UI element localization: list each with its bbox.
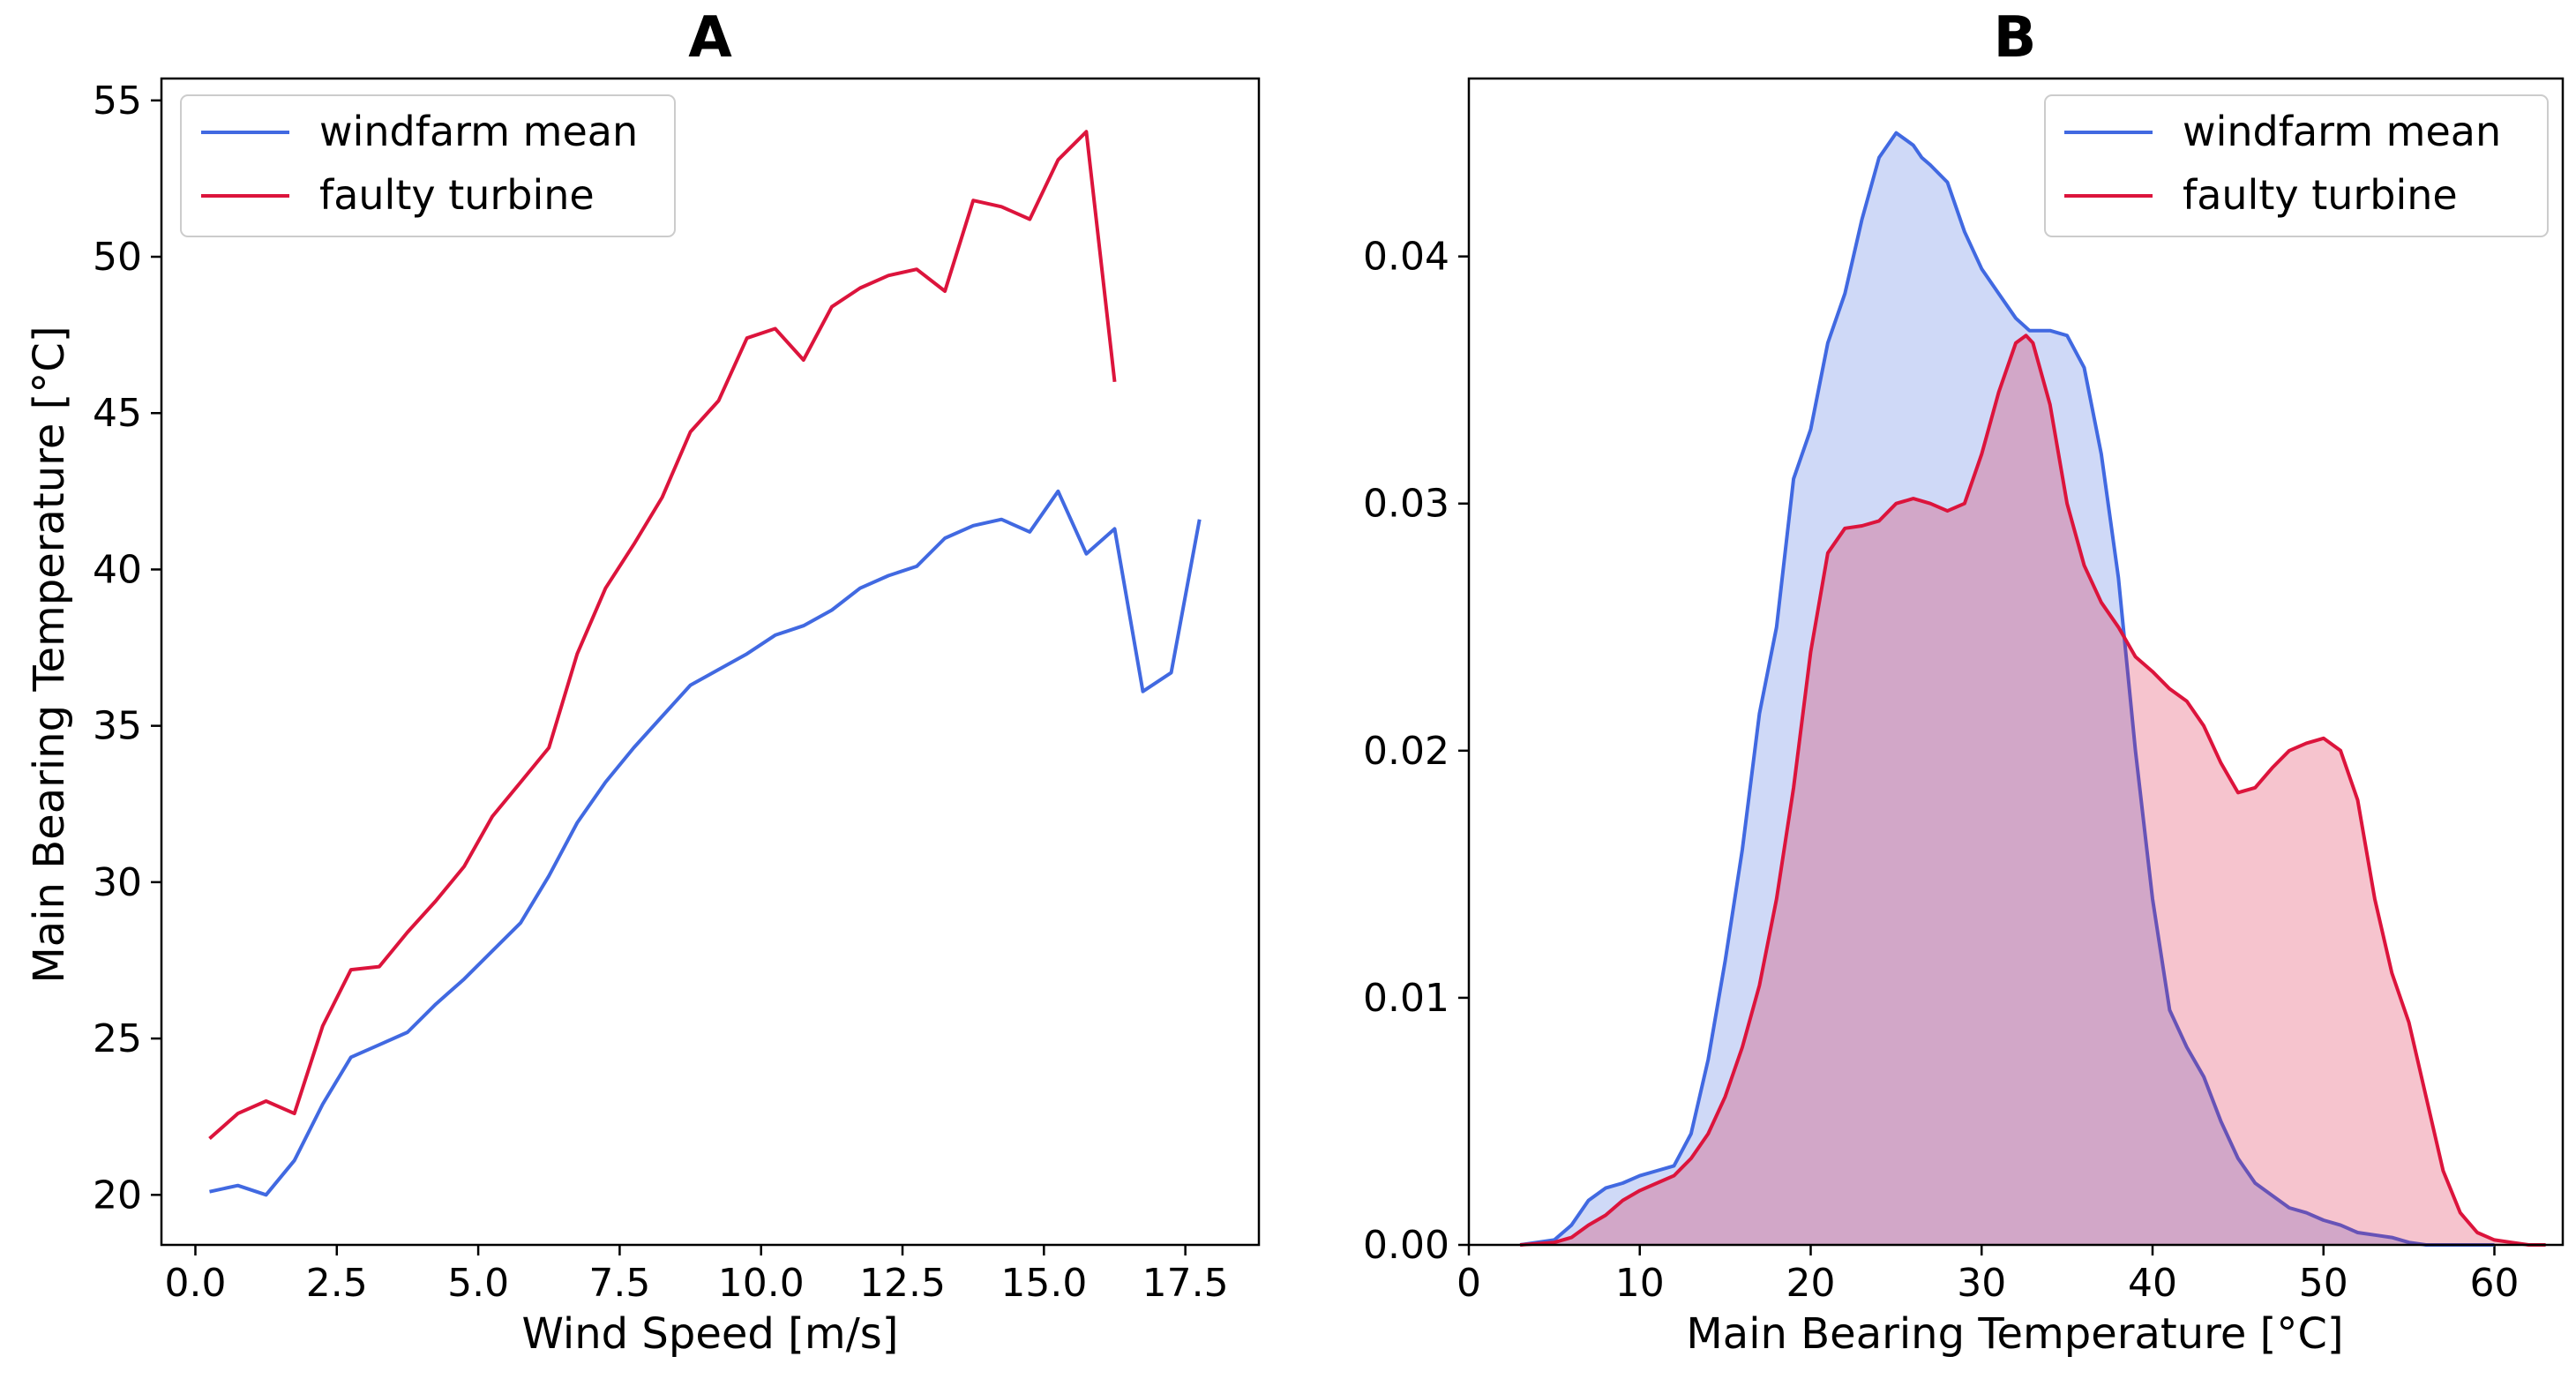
panel-b-legend-box: [2044, 94, 2549, 237]
panel-b-ytick-label: 0.01: [1363, 976, 1449, 1021]
panel-b-xtick-label: 50: [2299, 1261, 2348, 1306]
panel-b-frame: [1467, 77, 2565, 1247]
panel-a-ytick-label: 25: [93, 1016, 142, 1061]
panel-a-legend-label-windfarm: windfarm mean: [319, 108, 638, 155]
panel-b-title: B: [1994, 5, 2037, 71]
panel-b-xtick-label: 60: [2470, 1261, 2520, 1306]
panel-b-legend-label-faulty: faulty turbine: [2183, 171, 2458, 219]
panel-b-series: [1519, 131, 2546, 1247]
panel-b-ytick-label: 0.04: [1363, 235, 1449, 280]
panel-a-xtick-label: 12.5: [859, 1261, 946, 1306]
panel-b-legend: windfarm mean faulty turbine: [2044, 94, 2549, 237]
panel-a-ticks: 0.0 2.5 5.0 7.5 10.0 12.5 15.0 17.5 20 25 30 35 40 45…: [93, 79, 1229, 1306]
panel-a-ytick-label: 45: [93, 391, 142, 436]
panel-b-ticks: 0 10 20 30 40 50 60 0.00 0.01 0.02 0.03 0.04: [1363, 235, 2519, 1306]
panel-a-xtick-label: 5.0: [447, 1261, 509, 1306]
panel-a-xtick-label: 0.0: [164, 1261, 226, 1306]
panel-b-xtick-label: 0: [1456, 1261, 1481, 1306]
panel-b-ytick-label: 0.00: [1363, 1223, 1449, 1268]
panel-a-series: [208, 130, 1202, 1197]
panel-a-xtick-label: 7.5: [588, 1261, 650, 1306]
panel-a-ytick-label: 40: [93, 547, 142, 592]
panel-b-area-faulty-turbine: [1520, 335, 2546, 1245]
panel-b-xtick-label: 40: [2128, 1261, 2177, 1306]
panel-a-ytick-label: 50: [93, 235, 142, 280]
panel-a-ylabel: Main Bearing Temperature [°C]: [25, 326, 74, 983]
panel-a-xtick-label: 2.5: [306, 1261, 368, 1306]
panel-a-xtick-label: 10.0: [718, 1261, 805, 1306]
panel-a-legend: windfarm mean faulty turbine: [180, 94, 676, 237]
panel-a-ytick-label: 20: [93, 1173, 142, 1218]
panel-a-title: A: [688, 5, 732, 71]
panel-b-xtick-label: 20: [1786, 1261, 1836, 1306]
panel-a-ytick-label: 35: [93, 704, 142, 749]
panel-a-line-faulty-turbine: [208, 130, 1117, 1140]
panel-b-ytick-label: 0.02: [1363, 729, 1449, 774]
panel-a-xtick-label: 17.5: [1142, 1261, 1229, 1306]
panel-a: A Wind Speed [m/s] Main Bearing Temperat…: [25, 5, 1261, 1359]
panel-b-line-windfarm-mean: [1519, 131, 2495, 1247]
panel-a-line-windfarm-mean: [209, 489, 1202, 1197]
panel-b-xtick-label: 30: [1957, 1261, 2006, 1306]
panel-a-frame: [160, 77, 1261, 1247]
panel-b-ytick-label: 0.03: [1363, 482, 1449, 527]
panel-a-xlabel: Wind Speed [m/s]: [521, 1309, 898, 1359]
panel-a-ytick-label: 55: [93, 79, 142, 124]
panel-b-xlabel: Main Bearing Temperature [°C]: [1686, 1309, 2343, 1359]
panel-b: B Main Bearing Temperature [°C] 0 10 20 30 4…: [1363, 5, 2565, 1359]
panel-a-ytick-label: 30: [93, 860, 142, 905]
panel-a-legend-box: [180, 94, 676, 237]
panel-b-line-faulty-turbine: [1519, 334, 2546, 1247]
panel-a-legend-label-faulty: faulty turbine: [319, 171, 595, 219]
panel-b-legend-label-windfarm: windfarm mean: [2183, 108, 2501, 155]
panel-b-xtick-label: 10: [1615, 1261, 1665, 1306]
panel-a-xtick-label: 15.0: [1000, 1261, 1087, 1306]
